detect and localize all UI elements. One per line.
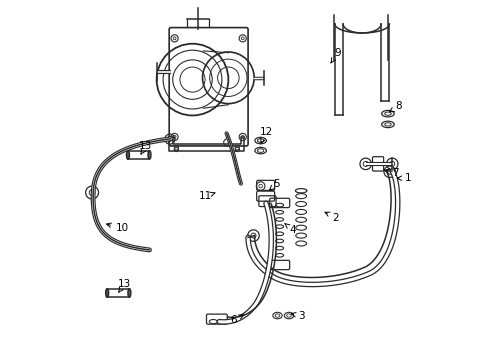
Text: 9: 9 (330, 48, 340, 63)
Text: 13: 13 (139, 141, 152, 154)
Text: 2: 2 (325, 212, 339, 222)
Text: 3: 3 (291, 311, 305, 321)
Text: 5: 5 (269, 179, 280, 190)
Text: 8: 8 (389, 102, 401, 112)
Text: 12: 12 (259, 127, 272, 143)
Text: 7: 7 (384, 168, 398, 178)
Text: 1: 1 (396, 173, 410, 183)
Text: 11: 11 (198, 191, 214, 201)
Text: 13: 13 (118, 279, 131, 292)
Text: 4: 4 (284, 223, 296, 235)
Text: 10: 10 (106, 223, 129, 233)
Text: 6: 6 (230, 315, 243, 325)
